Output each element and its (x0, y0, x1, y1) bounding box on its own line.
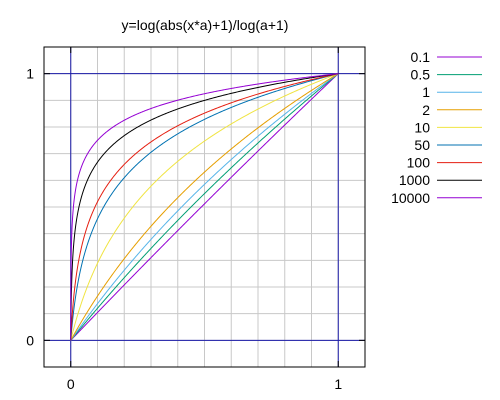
series-line-1000 (70, 73, 339, 341)
legend-label: 1 (422, 84, 430, 100)
series-line-2 (70, 73, 339, 341)
chart-title: y=log(abs(x*a)+1)/log(a+1) (122, 17, 289, 33)
x-tick-label: 1 (334, 376, 342, 392)
grid (44, 47, 365, 367)
y-tick-label: 1 (26, 66, 34, 82)
y-tick-label: 0 (26, 332, 34, 348)
legend-label: 50 (414, 137, 430, 153)
legend-label: 0.5 (411, 67, 431, 83)
series-line-0.5 (70, 73, 339, 341)
legend-label: 1000 (399, 172, 430, 188)
x-tick-label: 0 (67, 376, 75, 392)
legend-label: 10000 (391, 190, 430, 206)
legend-label: 10 (414, 119, 430, 135)
series-line-50 (70, 73, 339, 341)
series-line-10 (70, 73, 339, 341)
legend-label: 0.1 (411, 49, 431, 65)
series-line-1 (70, 73, 339, 341)
series-group (70, 73, 339, 341)
axis-ticks: 0 1 0 1 (26, 47, 365, 392)
series-line-0.1 (70, 73, 339, 341)
plot-frame (43, 46, 366, 368)
legend-label: 100 (407, 155, 431, 171)
legend-label: 2 (422, 102, 430, 118)
series-line-10000 (70, 73, 339, 341)
series-line-100 (70, 73, 339, 341)
